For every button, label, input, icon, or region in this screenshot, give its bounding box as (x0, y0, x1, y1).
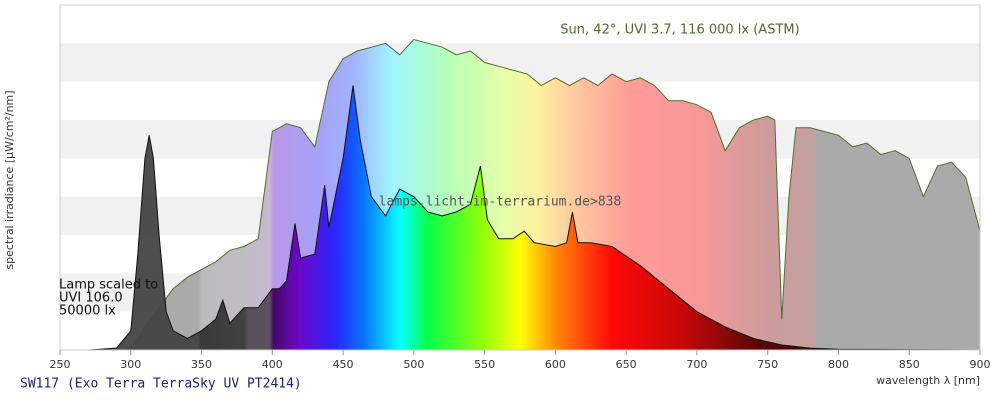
footer: SW117 (Exo Terra TerraSky UV PT2414) (20, 377, 302, 392)
x-tick-label: 600 (545, 358, 566, 371)
lamp-note: Lamp scaled to (59, 278, 158, 293)
plot (88, 38, 981, 351)
x-tick-label: 700 (686, 358, 707, 371)
lamp-note: 50000 lx (59, 304, 116, 319)
watermark: lamps.licht-im-terrarium.de>838 (379, 195, 622, 210)
x-axis-label: wavelength λ [nm] (876, 374, 980, 387)
x-tick-label: 300 (120, 358, 141, 371)
x-tick-label: 350 (191, 358, 212, 371)
x-tick-label: 800 (828, 358, 849, 371)
spectrum-line (123, 38, 981, 351)
x-axis: 250 300 350 400 450 500 550 600 650 700 750 800 850 9… (50, 350, 991, 371)
lamp-note: UVI 106.0 (59, 291, 123, 306)
spectrum-area (88, 85, 981, 350)
x-tick-label: 400 (262, 358, 283, 371)
plot-frame (59, 4, 981, 351)
x-tick-label: 250 (50, 358, 71, 371)
x-tick-label: 650 (616, 358, 637, 371)
spectrum-line (88, 85, 981, 351)
x-tick-label: 500 (403, 358, 424, 371)
x-tick-label: 750 (757, 358, 778, 371)
x-tick-label: 550 (474, 358, 495, 371)
x-tick-label: 900 (970, 358, 991, 371)
x-tick-label: 850 (899, 358, 920, 371)
sun-note: Sun, 42°, UVI 3.7, 116 000 lx (ASTM) (560, 23, 799, 38)
x-tick-label: 450 (333, 358, 354, 371)
y-axis-label: spectral irradiance [µW/cm²/nm] (3, 90, 16, 269)
